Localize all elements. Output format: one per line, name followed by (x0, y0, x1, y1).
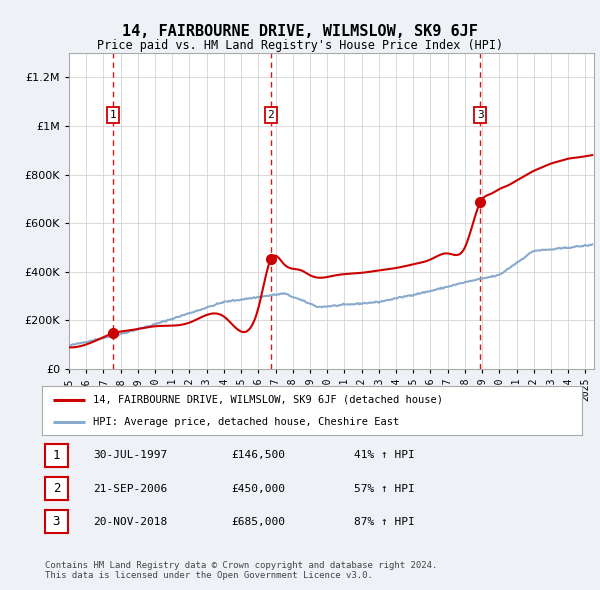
Text: £450,000: £450,000 (231, 484, 285, 493)
Text: 14, FAIRBOURNE DRIVE, WILMSLOW, SK9 6JF: 14, FAIRBOURNE DRIVE, WILMSLOW, SK9 6JF (122, 24, 478, 38)
Text: £146,500: £146,500 (231, 451, 285, 460)
Text: 20-NOV-2018: 20-NOV-2018 (93, 517, 167, 526)
Text: 41% ↑ HPI: 41% ↑ HPI (354, 451, 415, 460)
Text: 57% ↑ HPI: 57% ↑ HPI (354, 484, 415, 493)
Text: 14, FAIRBOURNE DRIVE, WILMSLOW, SK9 6JF (detached house): 14, FAIRBOURNE DRIVE, WILMSLOW, SK9 6JF … (94, 395, 443, 405)
Text: 1: 1 (110, 110, 116, 120)
Text: 3: 3 (477, 110, 484, 120)
Text: 3: 3 (53, 515, 60, 528)
Text: 30-JUL-1997: 30-JUL-1997 (93, 451, 167, 460)
Text: 87% ↑ HPI: 87% ↑ HPI (354, 517, 415, 526)
Text: 2: 2 (53, 482, 60, 495)
Text: £685,000: £685,000 (231, 517, 285, 526)
Text: 21-SEP-2006: 21-SEP-2006 (93, 484, 167, 493)
Text: Price paid vs. HM Land Registry's House Price Index (HPI): Price paid vs. HM Land Registry's House … (97, 39, 503, 52)
Text: 2: 2 (268, 110, 274, 120)
Text: Contains HM Land Registry data © Crown copyright and database right 2024.
This d: Contains HM Land Registry data © Crown c… (45, 560, 437, 580)
Text: HPI: Average price, detached house, Cheshire East: HPI: Average price, detached house, Ches… (94, 417, 400, 427)
Text: 1: 1 (53, 449, 60, 462)
